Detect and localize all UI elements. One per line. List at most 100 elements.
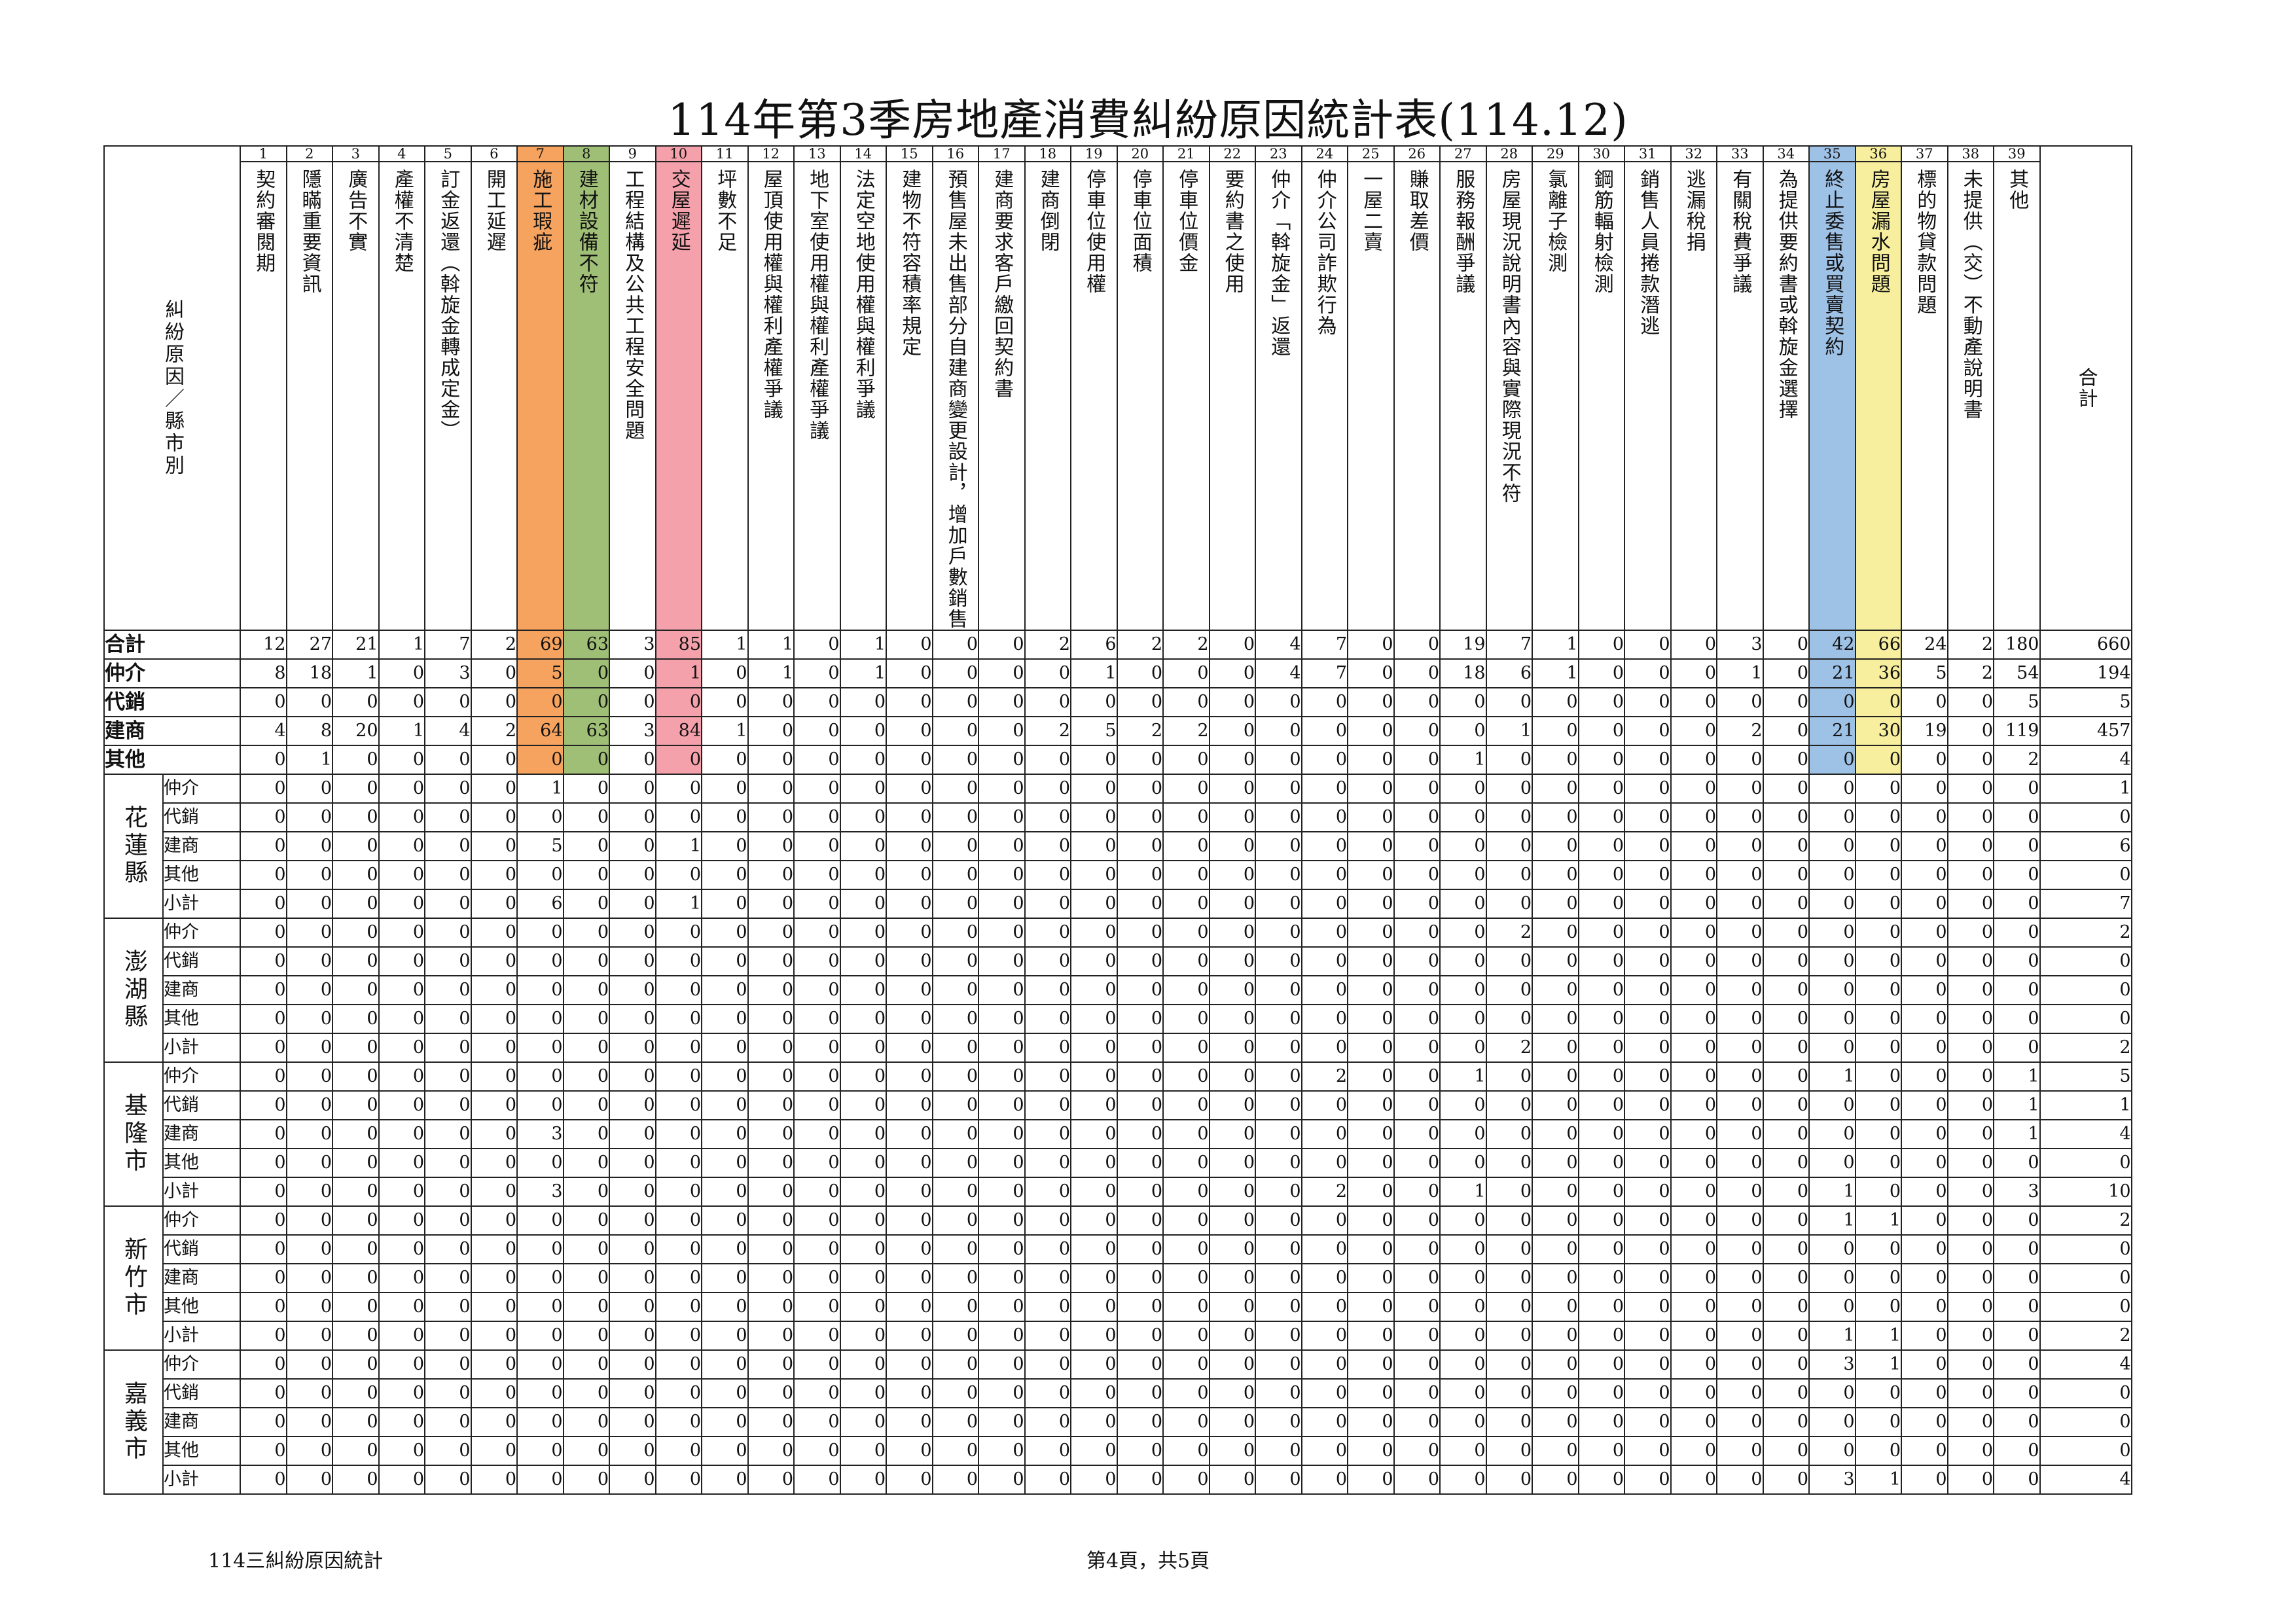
cell-value: 0 — [609, 1378, 656, 1408]
cell-value: 0 — [378, 1378, 425, 1408]
cell-value: 0 — [1162, 860, 1210, 890]
cell-value: 3 — [609, 630, 656, 660]
cell-value: 1 — [701, 630, 749, 660]
cell-value: 0 — [470, 1205, 518, 1236]
cell-value: 0 — [562, 1177, 610, 1207]
cell-value: 1 — [1993, 1119, 2041, 1149]
cell-value: 0 — [378, 1234, 425, 1264]
cell-value: 0 — [747, 946, 795, 976]
column-number: 25 — [1347, 145, 1395, 162]
column-number: 32 — [1670, 145, 1717, 162]
county-row-label: 其他 — [162, 1004, 241, 1034]
cell-value: 0 — [1300, 774, 1348, 804]
cell-value: 0 — [1162, 1119, 1210, 1149]
county-row-label: 其他 — [162, 860, 241, 890]
county-row-label: 仲介 — [162, 918, 241, 948]
cell-value: 0 — [1670, 1004, 1717, 1034]
cell-value: 0 — [470, 1090, 518, 1120]
cell-value: 0 — [332, 1004, 380, 1034]
column-label: 賺取差價 — [1405, 169, 1429, 253]
cell-value: 1 — [747, 630, 795, 660]
column-number: 27 — [1439, 145, 1487, 162]
row-total: 5 — [2039, 1061, 2132, 1092]
cell-value: 0 — [1116, 1090, 1164, 1120]
cell-value: 0 — [1577, 1205, 1625, 1236]
cell-value: 0 — [1485, 1205, 1533, 1236]
cell-value: 0 — [1716, 831, 1764, 861]
cell-value: 0 — [285, 1349, 333, 1380]
cell-value: 0 — [1439, 860, 1487, 890]
cell-value: 3 — [1993, 1177, 2041, 1207]
cell-value: 0 — [240, 946, 287, 976]
cell-value: 0 — [1070, 1436, 1118, 1466]
cell-value: 0 — [424, 1465, 472, 1495]
cell-value: 0 — [1208, 630, 1256, 660]
cell-value: 0 — [1024, 1292, 1071, 1322]
column-number: 13 — [793, 145, 841, 162]
cell-value: 1 — [701, 716, 749, 746]
cell-value: 0 — [655, 1177, 702, 1207]
cell-value: 0 — [1946, 802, 1994, 832]
cell-value: 0 — [609, 1119, 656, 1149]
cell-value: 0 — [562, 1321, 610, 1351]
cell-value: 0 — [1347, 687, 1395, 717]
cell-value: 0 — [1946, 1263, 1994, 1293]
header-corner: 糾紛原因／縣市別 — [103, 145, 241, 631]
cell-value: 0 — [839, 975, 887, 1005]
cell-value: 0 — [978, 1205, 1026, 1236]
cell-value: 1 — [1439, 1177, 1487, 1207]
cell-value: 0 — [1116, 1465, 1164, 1495]
summary-row-label: 建商 — [103, 716, 241, 746]
cell-value: 0 — [424, 860, 472, 890]
cell-value: 0 — [1946, 745, 1994, 775]
cell-value: 0 — [1255, 687, 1302, 717]
cell-value: 0 — [793, 831, 841, 861]
column-number: 30 — [1577, 145, 1625, 162]
cell-value: 0 — [1255, 774, 1302, 804]
cell-value: 0 — [1024, 1378, 1071, 1408]
cell-value: 0 — [1208, 774, 1256, 804]
cell-value: 0 — [747, 1090, 795, 1120]
cell-value: 0 — [747, 1148, 795, 1178]
column-label: 隱瞞重要資訊 — [298, 169, 321, 294]
column-header: 氯離子檢測 — [1532, 161, 1579, 631]
cell-value: 0 — [1393, 687, 1441, 717]
cell-value: 0 — [378, 831, 425, 861]
cell-value: 0 — [1070, 1033, 1118, 1063]
cell-value: 0 — [839, 687, 887, 717]
cell-value: 0 — [562, 1148, 610, 1178]
cell-value: 0 — [1347, 1292, 1395, 1322]
cell-value: 0 — [378, 658, 425, 688]
cell-value: 0 — [1116, 1148, 1164, 1178]
cell-value: 0 — [1762, 1090, 1810, 1120]
cell-value: 0 — [1024, 1004, 1071, 1034]
cell-value: 0 — [1208, 1436, 1256, 1466]
cell-value: 0 — [1070, 802, 1118, 832]
cell-value: 0 — [1854, 1090, 1902, 1120]
cell-value: 0 — [1901, 1321, 1948, 1351]
cell-value: 0 — [285, 1407, 333, 1437]
cell-value: 0 — [285, 946, 333, 976]
cell-value: 7 — [1300, 630, 1348, 660]
cell-value: 0 — [1070, 1177, 1118, 1207]
cell-value: 0 — [655, 1378, 702, 1408]
cell-value: 0 — [1577, 1061, 1625, 1092]
cell-value: 0 — [886, 1061, 933, 1092]
cell-value: 0 — [1532, 946, 1579, 976]
cell-value: 0 — [516, 1378, 564, 1408]
cell-value: 2 — [1162, 630, 1210, 660]
cell-value: 0 — [1300, 1148, 1348, 1178]
cell-value: 0 — [1300, 1090, 1348, 1120]
cell-value: 0 — [1532, 1349, 1579, 1380]
cell-value: 0 — [424, 975, 472, 1005]
cell-value: 0 — [886, 1205, 933, 1236]
cell-value: 0 — [1070, 1378, 1118, 1408]
cell-value: 0 — [1577, 975, 1625, 1005]
cell-value: 0 — [470, 1119, 518, 1149]
cell-value: 0 — [931, 860, 979, 890]
cell-value: 0 — [747, 975, 795, 1005]
cell-value: 0 — [839, 1234, 887, 1264]
cell-value: 0 — [886, 860, 933, 890]
cell-value: 0 — [1946, 1119, 1994, 1149]
cell-value: 0 — [1162, 1378, 1210, 1408]
